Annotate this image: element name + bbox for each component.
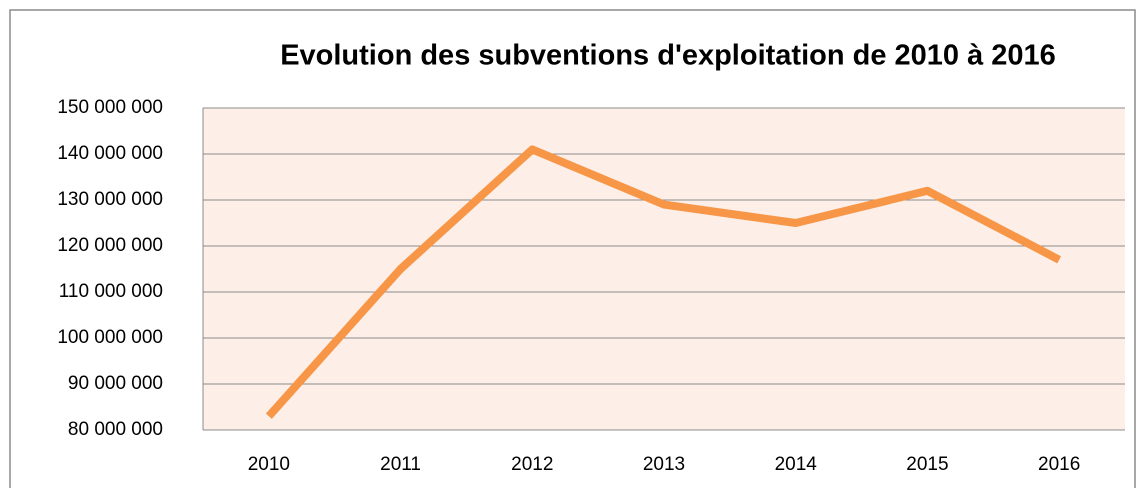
- x-tick-label: 2015: [906, 454, 948, 475]
- y-tick-label: 130 000 000: [57, 189, 163, 210]
- x-tick-label: 2010: [248, 454, 290, 475]
- y-tick-label: 100 000 000: [57, 327, 163, 348]
- chart-title: Evolution des subventions d'exploitation…: [280, 40, 1056, 72]
- x-tick-label: 2013: [643, 454, 685, 475]
- x-tick-label: 2012: [511, 454, 553, 475]
- y-tick-label: 140 000 000: [57, 143, 163, 164]
- x-tick-label: 2016: [1038, 454, 1080, 475]
- x-tick-label: 2014: [775, 454, 818, 475]
- y-tick-label: 150 000 000: [57, 97, 163, 118]
- y-tick-label: 80 000 000: [68, 419, 163, 440]
- x-tick-label: 2011: [380, 454, 421, 475]
- y-tick-label: 120 000 000: [57, 235, 163, 256]
- chart-border: [9, 9, 1136, 488]
- data-line: [265, 145, 1061, 419]
- y-tick-label: 90 000 000: [68, 373, 163, 394]
- plot-area: [203, 108, 1125, 430]
- y-tick-label: 110 000 000: [59, 281, 163, 302]
